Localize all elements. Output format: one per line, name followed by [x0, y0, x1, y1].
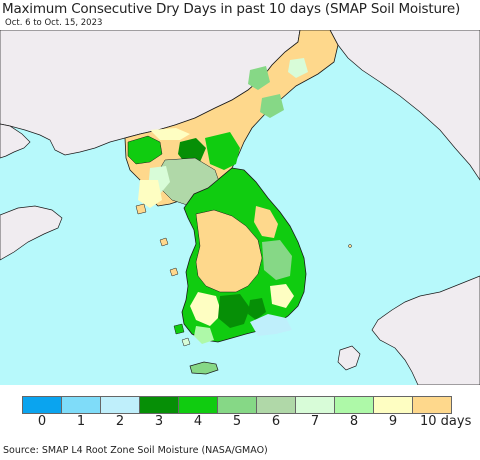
coastal-island — [159, 237, 169, 247]
legend-swatch-1 — [61, 396, 101, 414]
jeju-island — [189, 361, 219, 375]
nk-green-patch — [248, 66, 270, 90]
sk-pale-patch — [190, 292, 222, 326]
legend-swatch-3 — [139, 396, 179, 414]
shandong-land — [0, 205, 63, 261]
nk-darkgreen-patch — [178, 138, 206, 164]
legend-swatch-6 — [256, 396, 296, 414]
korea-map — [0, 30, 480, 385]
legend-swatch-5 — [217, 396, 257, 414]
legend-label-8: 8 — [349, 414, 359, 429]
legend-swatch-10 — [412, 396, 452, 414]
sk-darkgreen-region — [248, 298, 266, 320]
coastal-island — [173, 323, 185, 335]
sk-cyan-region — [250, 314, 292, 336]
sk-pale-patch — [270, 284, 294, 308]
nk-green-patch — [205, 132, 240, 170]
liaodong-land — [0, 123, 31, 159]
legend-label-3: 3 — [154, 414, 164, 429]
legend-label-6: 6 — [271, 414, 281, 429]
nk-green-patch — [288, 58, 308, 78]
legend-label-4: 4 — [193, 414, 203, 429]
legend-label-5: 5 — [232, 414, 242, 429]
legend-swatch-8 — [334, 396, 374, 414]
legend-label-0: 0 — [37, 414, 47, 429]
coastal-island — [169, 267, 179, 277]
sk-orange-region — [254, 206, 278, 238]
legend-swatch-9 — [373, 396, 413, 414]
sk-mint-patch — [194, 326, 214, 344]
sk-darkgreen-region — [218, 294, 250, 328]
ulleung-island — [348, 244, 352, 248]
legend-label-9: 9 — [388, 414, 398, 429]
nk-pale-patch — [138, 180, 162, 208]
japan-land — [371, 275, 480, 385]
map-subtitle: Oct. 6 to Oct. 15, 2023 — [5, 18, 103, 28]
coastal-island — [135, 203, 147, 215]
legend-swatch-0 — [22, 396, 62, 414]
nk-green-patch — [127, 135, 163, 165]
legend-swatch-2 — [100, 396, 140, 414]
coastal-island — [181, 337, 191, 347]
legend-label-7: 7 — [310, 414, 320, 429]
sk-lightgreen-patch — [262, 240, 292, 280]
japan-island — [337, 345, 361, 371]
legend-swatch-7 — [295, 396, 335, 414]
legend-unit-label: 10 days — [420, 414, 472, 429]
legend-swatch-4 — [178, 396, 218, 414]
russia-land — [329, 30, 480, 181]
sk-orange-region — [195, 209, 263, 293]
map-title: Maximum Consecutive Dry Days in past 10 … — [2, 1, 461, 17]
source-credit: Source: SMAP L4 Root Zone Soil Moisture … — [3, 445, 268, 456]
legend-label-1: 1 — [76, 414, 86, 429]
legend: 0 1 2 3 4 5 6 7 8 9 10 days — [0, 388, 480, 438]
legend-label-2: 2 — [115, 414, 125, 429]
nk-pale-patch — [150, 128, 190, 140]
nk-green-patch — [260, 94, 284, 118]
